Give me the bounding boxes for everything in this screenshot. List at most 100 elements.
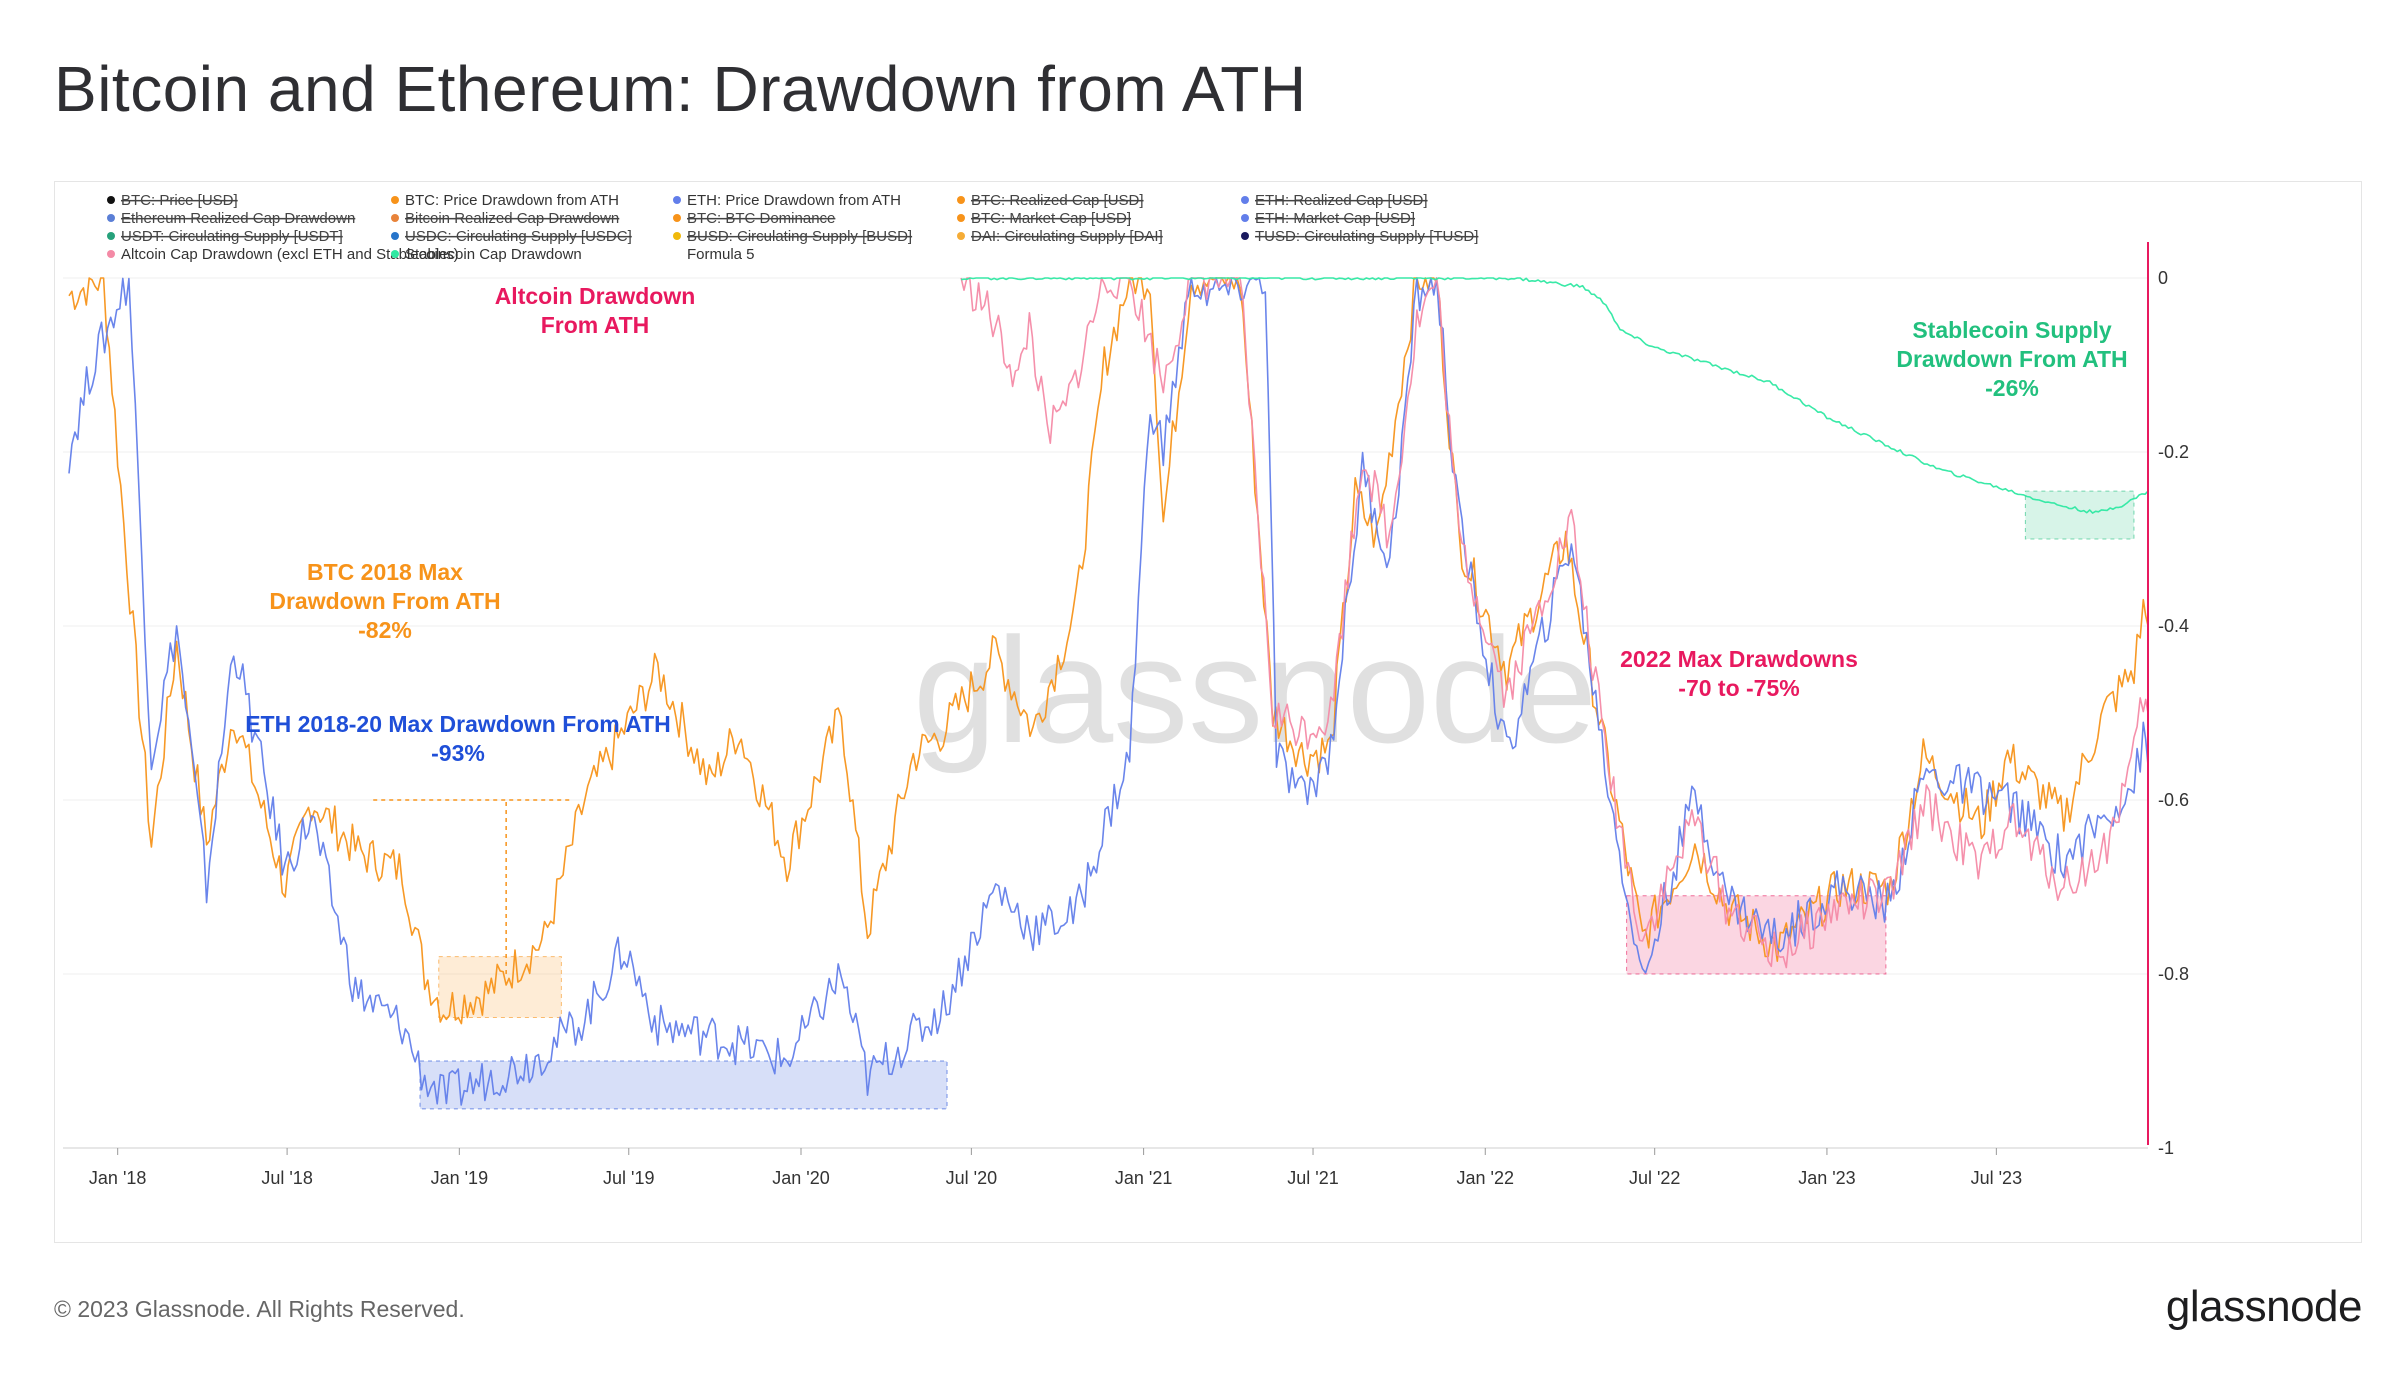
legend-label: BTC: Price [USD] (121, 192, 238, 209)
annotation-label: From ATH (541, 312, 650, 338)
series (68, 277, 2149, 1106)
legend-label: Stablecoin Cap Drawdown (405, 246, 582, 263)
legend-label: Ethereum Realized Cap Drawdown (121, 210, 355, 227)
legend-item[interactable]: USDC: Circulating Supply [USDC] (391, 228, 632, 245)
legend-item[interactable]: ETH: Realized Cap [USD] (1241, 192, 1428, 209)
legend-dot (391, 250, 399, 258)
x-tick-label: Jul '21 (1287, 1168, 1338, 1188)
annotation-label: Drawdown From ATH (269, 588, 500, 614)
watermark: glassnode (913, 606, 1597, 774)
legend-item[interactable]: BTC: BTC Dominance (673, 210, 835, 227)
legend-dot (107, 250, 115, 258)
y-tick-label: 0 (2158, 268, 2168, 288)
legend-dot (1241, 196, 1249, 204)
x-tick-label: Jul '23 (1971, 1168, 2022, 1188)
chart-frame: BTC: Price [USD] BTC: Price Drawdown from… (54, 181, 2362, 1243)
legend-label: ETH: Realized Cap [USD] (1255, 192, 1428, 209)
legend-item[interactable]: BTC: Price Drawdown from ATH (391, 192, 619, 209)
annotation-label: Altcoin Drawdown (495, 283, 696, 309)
legend-label: USDC: Circulating Supply [USDC] (405, 228, 632, 245)
annotation-label: ETH 2018-20 Max Drawdown From ATH (245, 711, 671, 737)
chart: BTC: Price [USD] BTC: Price Drawdown from… (63, 192, 2189, 1188)
legend-item[interactable]: ETH: Market Cap [USD] (1241, 210, 1415, 227)
legend-item[interactable]: BUSD: Circulating Supply [BUSD] (673, 228, 912, 245)
legend-label: BUSD: Circulating Supply [BUSD] (687, 228, 912, 245)
series-line (68, 277, 2149, 1025)
y-tick-label: -1 (2158, 1138, 2174, 1158)
legend-dot (1241, 232, 1249, 240)
legend-label: ETH: Price Drawdown from ATH (687, 192, 901, 209)
legend-dot (107, 196, 115, 204)
annotation-label: -82% (358, 617, 412, 643)
legend-dot (107, 232, 115, 240)
legend-label: Altcoin Cap Drawdown (excl ETH and Stabl… (121, 246, 459, 263)
annotation-label: 2022 Max Drawdowns (1620, 646, 1858, 672)
annotations: BTC 2018 Max Drawdown From ATH -82% ETH 201… (245, 283, 2128, 974)
legend-dot (673, 214, 681, 222)
annotation-label: -26% (1985, 375, 2039, 401)
grid (63, 277, 2148, 1149)
x-tick-label: Jul '18 (261, 1168, 312, 1188)
series-line (960, 277, 2149, 514)
legend-dot (107, 214, 115, 222)
legend-item[interactable]: Formula 5 (687, 246, 755, 263)
legend-dot (957, 214, 965, 222)
copyright: © 2023 Glassnode. All Rights Reserved. (54, 1296, 465, 1322)
legend-dot (957, 232, 965, 240)
legend-dot (673, 232, 681, 240)
legend-dot (957, 196, 965, 204)
annotation-label: -93% (431, 740, 485, 766)
y-tick-label: -0.8 (2158, 964, 2189, 984)
legend-label: Bitcoin Realized Cap Drawdown (405, 210, 619, 227)
page-title: Bitcoin and Ethereum: Drawdown from ATH (54, 53, 1307, 125)
legend-label: TUSD: Circulating Supply [TUSD] (1255, 228, 1478, 245)
legend-label: USDT: Circulating Supply [USDT] (121, 228, 343, 245)
glassnode-logo[interactable]: glassnode (2165, 1282, 2363, 1331)
x-tick-label: Jan '21 (1115, 1168, 1172, 1188)
annotation-label: BTC 2018 Max (307, 559, 463, 585)
legend-item[interactable]: Stablecoin Cap Drawdown (391, 246, 582, 263)
legend-label: BTC: Realized Cap [USD] (971, 192, 1144, 209)
legend-dot (391, 214, 399, 222)
legend-dot (391, 196, 399, 204)
legend-item[interactable]: DAI: Circulating Supply [DAI] (957, 228, 1163, 245)
legend: BTC: Price [USD] BTC: Price Drawdown from… (107, 192, 1478, 263)
series-line (960, 277, 2149, 969)
x-axis: Jan '18 Jul '18 Jan '19 Jul '19 Jan '20 Jul '… (89, 1148, 2022, 1188)
x-tick-label: Jan '18 (89, 1168, 146, 1188)
legend-dot (1241, 214, 1249, 222)
legend-label: BTC: Price Drawdown from ATH (405, 192, 619, 209)
legend-item[interactable]: BTC: Realized Cap [USD] (957, 192, 1144, 209)
legend-item[interactable]: Bitcoin Realized Cap Drawdown (391, 210, 619, 227)
legend-item[interactable]: Ethereum Realized Cap Drawdown (107, 210, 355, 227)
legend-item[interactable]: BTC: Market Cap [USD] (957, 210, 1131, 227)
x-tick-label: Jul '20 (946, 1168, 997, 1188)
legend-item[interactable]: Altcoin Cap Drawdown (excl ETH and Stabl… (107, 246, 459, 263)
legend-item[interactable]: USDT: Circulating Supply [USDT] (107, 228, 343, 245)
legend-label: ETH: Market Cap [USD] (1255, 210, 1415, 227)
annotation-label: -70 to -75% (1678, 675, 1799, 701)
annotation-box (438, 956, 562, 1018)
legend-item[interactable]: TUSD: Circulating Supply [TUSD] (1241, 228, 1478, 245)
legend-item[interactable]: ETH: Price Drawdown from ATH (673, 192, 901, 209)
legend-label: Formula 5 (687, 246, 755, 263)
y-tick-label: -0.2 (2158, 442, 2189, 462)
x-tick-label: Jan '20 (772, 1168, 829, 1188)
legend-dot (391, 232, 399, 240)
y-tick-label: -0.6 (2158, 790, 2189, 810)
legend-label: BTC: BTC Dominance (687, 210, 835, 227)
legend-label: BTC: Market Cap [USD] (971, 210, 1131, 227)
legend-label: DAI: Circulating Supply [DAI] (971, 228, 1163, 245)
legend-dot (673, 196, 681, 204)
legend-item[interactable]: BTC: Price [USD] (107, 192, 238, 209)
x-tick-label: Jul '22 (1629, 1168, 1680, 1188)
x-tick-label: Jan '23 (1798, 1168, 1855, 1188)
y-axis: 0 -0.2 -0.4 -0.6 -0.8 -1 (2158, 268, 2189, 1158)
x-tick-label: Jan '22 (1457, 1168, 1514, 1188)
annotation-label: Drawdown From ATH (1896, 346, 2127, 372)
annotation-label: Stablecoin Supply (1912, 317, 2112, 343)
annotation-box (2024, 490, 2135, 540)
annotation-connector (373, 799, 572, 974)
x-tick-label: Jul '19 (603, 1168, 654, 1188)
x-tick-label: Jan '19 (431, 1168, 488, 1188)
